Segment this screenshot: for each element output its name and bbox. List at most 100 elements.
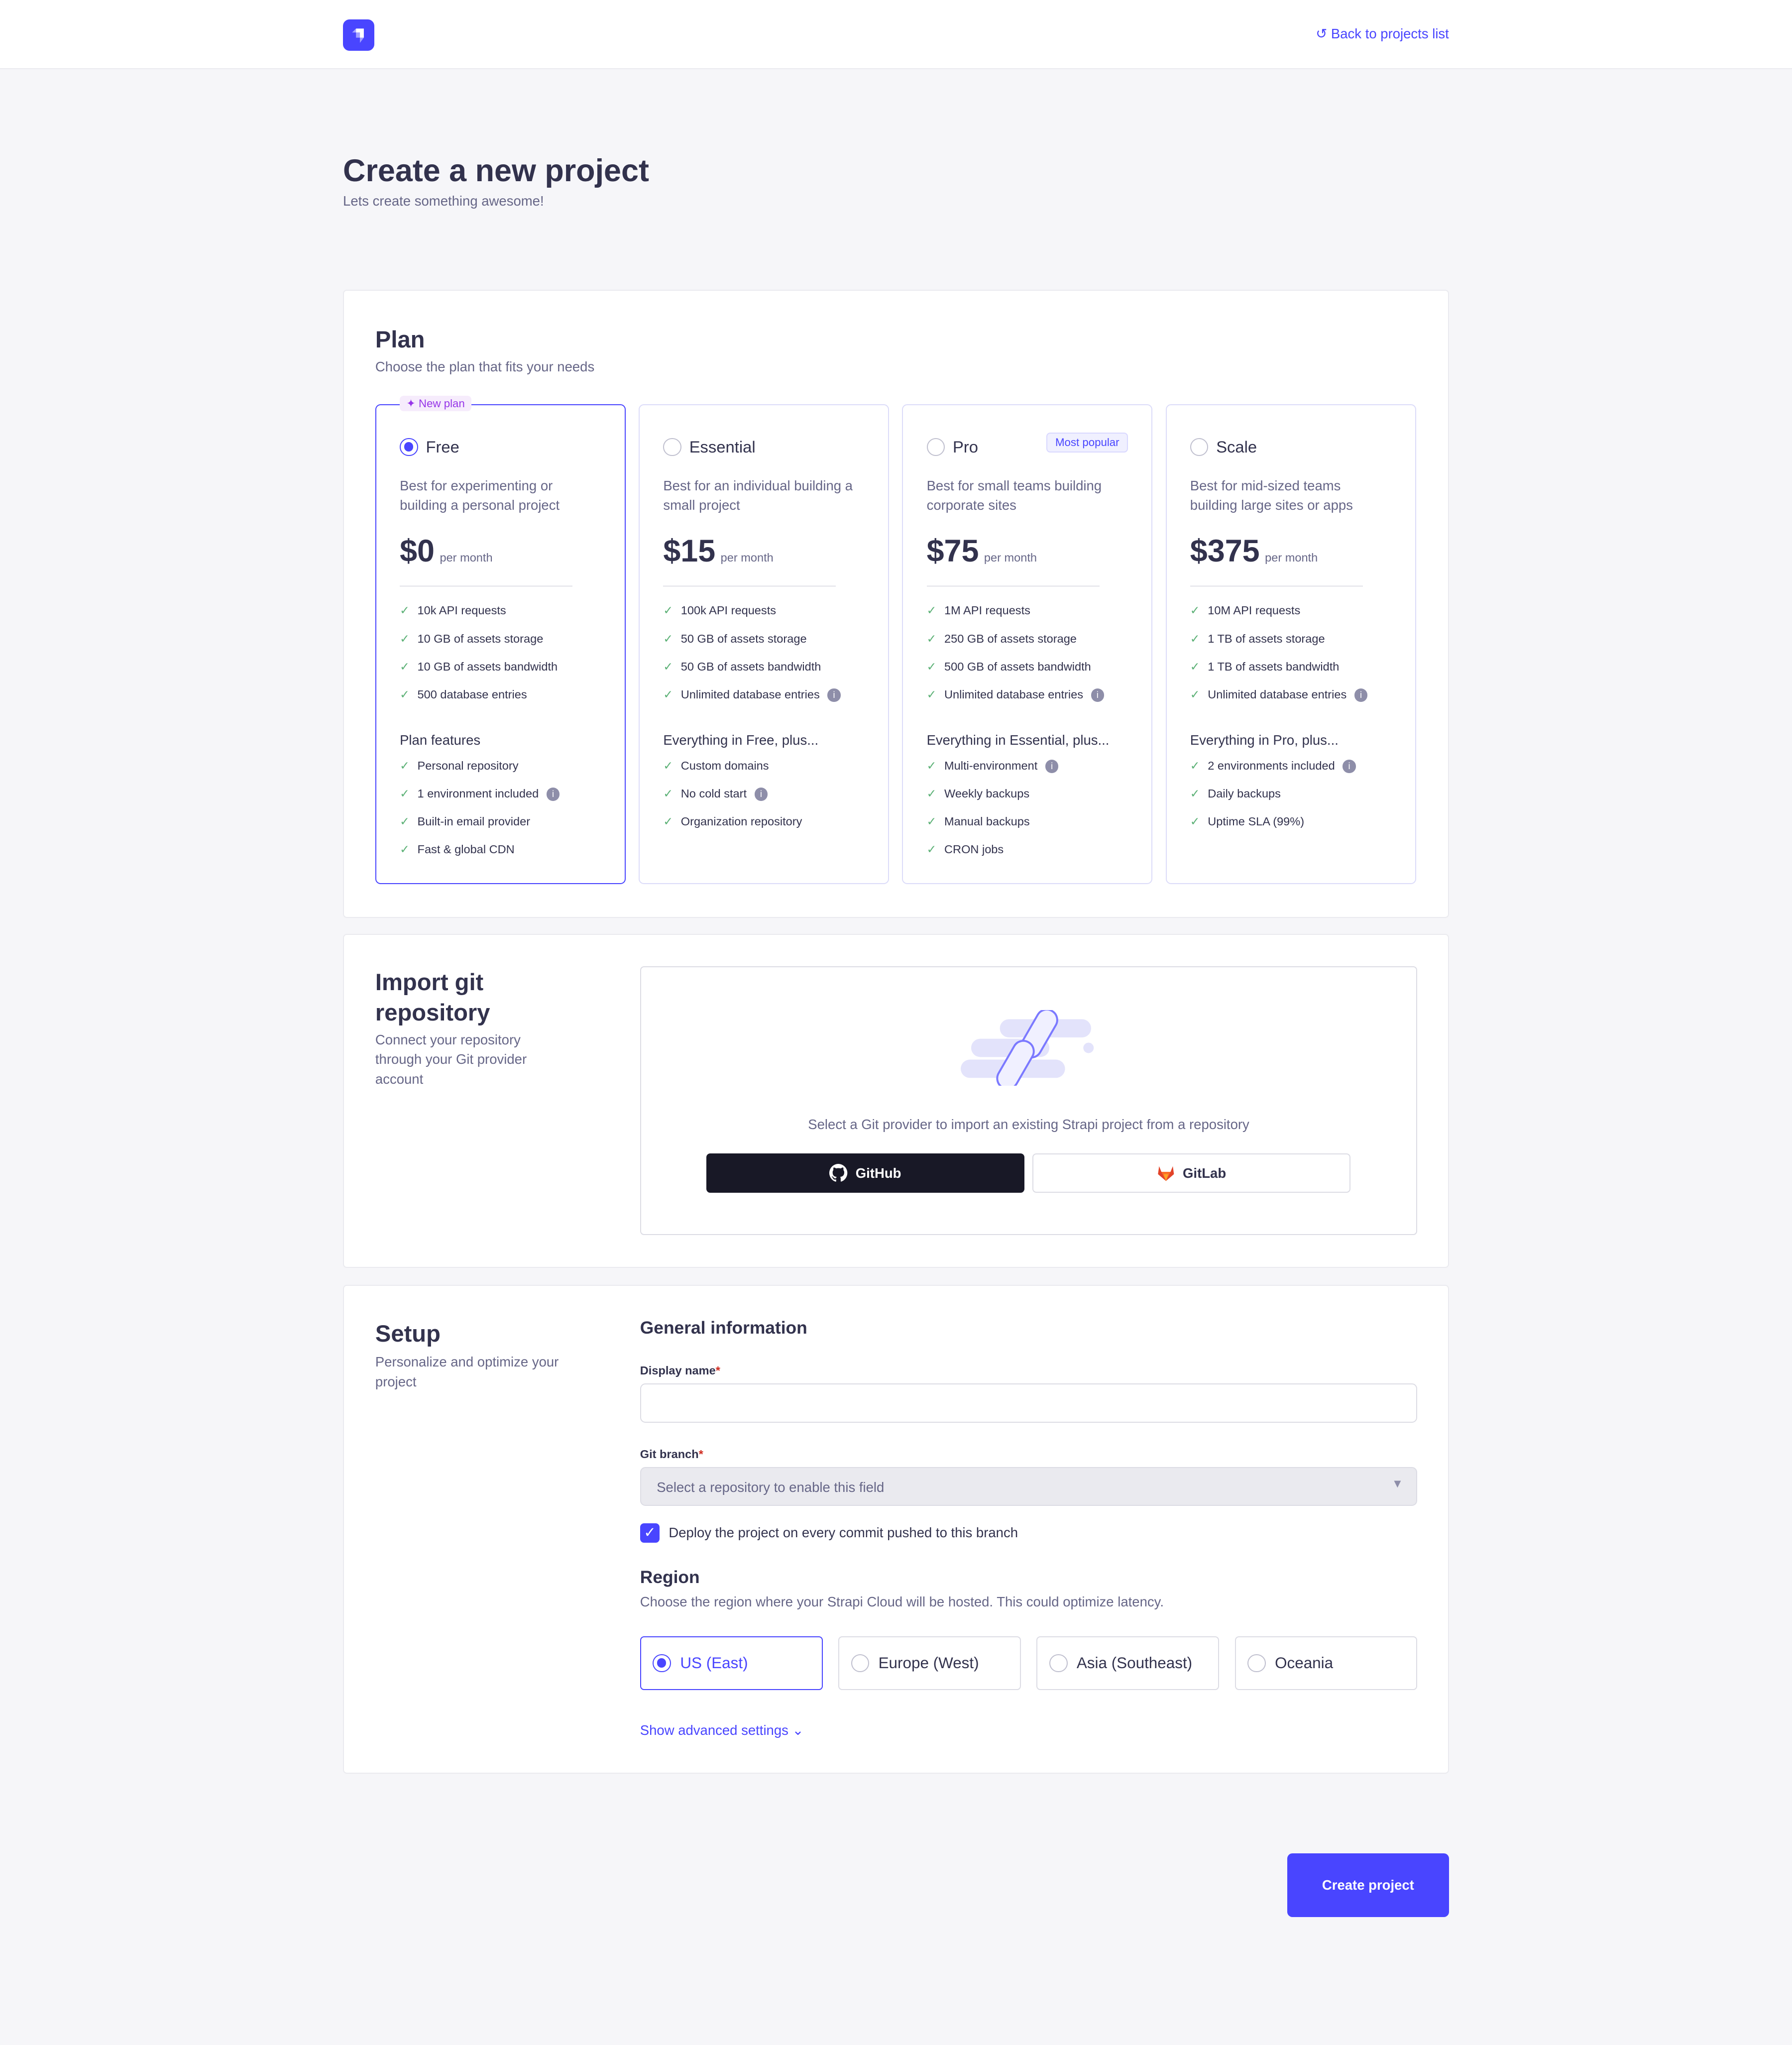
plan-subtitle: Choose the plan that fits your needs — [375, 359, 595, 375]
plan-radio[interactable] — [663, 438, 681, 456]
features-title: Everything in Essential, plus... — [926, 732, 1110, 748]
create-project-button[interactable]: Create project — [1287, 1853, 1449, 1918]
display-name-label: Display name* — [640, 1363, 720, 1377]
plan-limit: ✓ Unlimited database entries i — [663, 681, 865, 709]
plan-card-essential[interactable]: Essential Best for an individual building… — [639, 404, 890, 884]
import-title: Import git repository — [375, 969, 490, 1025]
plan-period: per month — [984, 551, 1037, 565]
gitlab-button[interactable]: GitLab — [1032, 1153, 1351, 1193]
plan-period: per month — [440, 551, 493, 565]
check-icon: ✓ — [926, 687, 937, 701]
plan-feature: ✓ Daily backups — [1190, 787, 1281, 800]
region-option[interactable]: Oceania — [1234, 1636, 1418, 1690]
info-icon[interactable]: i — [827, 688, 841, 702]
plan-feature: ✓ 2 environments included i — [1190, 752, 1392, 780]
plan-description: Best for an individual building a small … — [663, 477, 853, 513]
setup-section: Setup Personalize and optimize your proj… — [343, 1284, 1449, 1774]
plan-name: Free — [426, 438, 459, 456]
region-radio[interactable] — [653, 1654, 672, 1673]
region-option[interactable]: US (East) — [640, 1636, 823, 1690]
plan-limit: ✓ 50 GB of assets storage — [663, 632, 807, 645]
deploy-checkbox-row[interactable]: ✓ Deploy the project on every commit pus… — [640, 1523, 1018, 1543]
check-icon: ✓ — [400, 759, 410, 772]
plan-radio[interactable] — [926, 438, 945, 456]
divider — [926, 585, 1100, 587]
region-radio[interactable] — [1049, 1654, 1068, 1673]
check-icon: ✓ — [400, 604, 410, 617]
divider — [400, 585, 573, 587]
plan-limit: ✓ 500 GB of assets bandwidth — [926, 660, 1091, 673]
plan-title: Plan — [375, 326, 425, 353]
features-title: Everything in Free, plus... — [663, 732, 819, 748]
plan-name: Pro — [952, 438, 978, 456]
plan-period: per month — [1265, 551, 1318, 565]
plan-card-pro[interactable]: Most popular Pro Best for small teams buil… — [902, 404, 1153, 884]
plan-limit: ✓ Unlimited database entries i — [1190, 681, 1392, 709]
check-icon: ✓ — [663, 814, 673, 828]
check-icon: ✓ — [400, 632, 410, 645]
region-option[interactable]: Asia (Southeast) — [1036, 1636, 1220, 1690]
info-icon[interactable]: i — [1343, 760, 1356, 773]
display-name-input[interactable] — [640, 1383, 1418, 1423]
chain-link-icon — [960, 1010, 1094, 1086]
page-subtitle: Lets create something awesome! — [343, 193, 544, 209]
check-icon: ✓ — [663, 632, 673, 645]
plan-radio[interactable] — [400, 438, 418, 456]
check-icon: ✓ — [1190, 660, 1200, 673]
info-icon[interactable]: i — [754, 788, 768, 801]
info-icon[interactable]: i — [1045, 760, 1059, 773]
region-option[interactable]: Europe (West) — [838, 1636, 1021, 1690]
git-provider-prompt: Select a Git provider to import an exist… — [808, 1116, 1249, 1132]
plan-description: Best for experimenting or building a per… — [400, 477, 560, 513]
top-header: ↺ Back to projects list — [0, 0, 1792, 69]
github-button[interactable]: GitHub — [706, 1153, 1025, 1193]
plan-limit: ✓ 100k API requests — [663, 604, 777, 617]
region-radio[interactable] — [1247, 1654, 1266, 1673]
info-icon[interactable]: i — [1091, 688, 1104, 702]
back-to-projects-link[interactable]: ↺ Back to projects list — [1316, 26, 1449, 42]
plan-feature: ✓ Custom domains — [663, 759, 769, 772]
check-icon: ✓ — [926, 632, 937, 645]
check-icon: ✓ — [400, 687, 410, 701]
info-icon[interactable]: i — [1354, 688, 1368, 702]
check-icon: ✓ — [926, 759, 937, 772]
plan-limit: ✓ Unlimited database entries i — [927, 681, 1128, 709]
strapi-logo[interactable] — [343, 19, 374, 51]
region-radio[interactable] — [851, 1654, 870, 1673]
plan-feature: ✓ Fast & global CDN — [400, 842, 515, 856]
check-icon: ✓ — [400, 814, 410, 828]
general-info-title: General information — [640, 1318, 807, 1338]
plan-limit: ✓ 500 database entries — [400, 687, 527, 701]
check-icon: ✓ — [926, 787, 937, 800]
plan-limit: ✓ 1 TB of assets bandwidth — [1190, 660, 1340, 673]
check-icon: ✓ — [1190, 787, 1200, 800]
plan-radio[interactable] — [1190, 438, 1209, 456]
plan-period: per month — [720, 551, 774, 565]
plan-section: Plan Choose the plan that fits your need… — [343, 289, 1449, 918]
plan-card-free[interactable]: ✦ New plan Free Best for experimenting or … — [375, 396, 626, 884]
plan-limit: ✓ 1M API requests — [926, 604, 1030, 617]
plan-limit: ✓ 10k API requests — [400, 604, 506, 617]
check-icon: ✓ — [926, 842, 937, 856]
region-title: Region — [640, 1567, 700, 1587]
check-icon: ✓ — [926, 660, 937, 673]
import-section: Import git repository Connect your repos… — [343, 933, 1449, 1268]
check-icon: ✓ — [663, 687, 673, 701]
divider — [1190, 585, 1363, 587]
git-branch-select[interactable]: Select a repository to enable this field… — [640, 1467, 1418, 1506]
plan-price: $15 — [663, 534, 716, 569]
github-icon — [829, 1164, 848, 1182]
plan-feature: ✓ Weekly backups — [926, 787, 1030, 800]
plan-feature: ✓ No cold start i — [663, 780, 865, 808]
plan-feature: ✓ CRON jobs — [926, 842, 1004, 856]
deploy-checkbox[interactable]: ✓ — [640, 1523, 660, 1543]
plan-card-scale[interactable]: Scale Best for mid-sized teams building l… — [1165, 404, 1416, 884]
check-icon: ✓ — [663, 604, 673, 617]
plan-limit: ✓ 10 GB of assets storage — [400, 632, 544, 645]
info-icon[interactable]: i — [546, 788, 560, 801]
check-icon: ✓ — [926, 814, 937, 828]
show-advanced-settings-link[interactable]: Show advanced settings ⌄ — [640, 1722, 804, 1738]
check-icon: ✓ — [1190, 687, 1200, 701]
check-icon: ✓ — [400, 660, 410, 673]
sparkle-icon: ✦ — [406, 397, 419, 410]
